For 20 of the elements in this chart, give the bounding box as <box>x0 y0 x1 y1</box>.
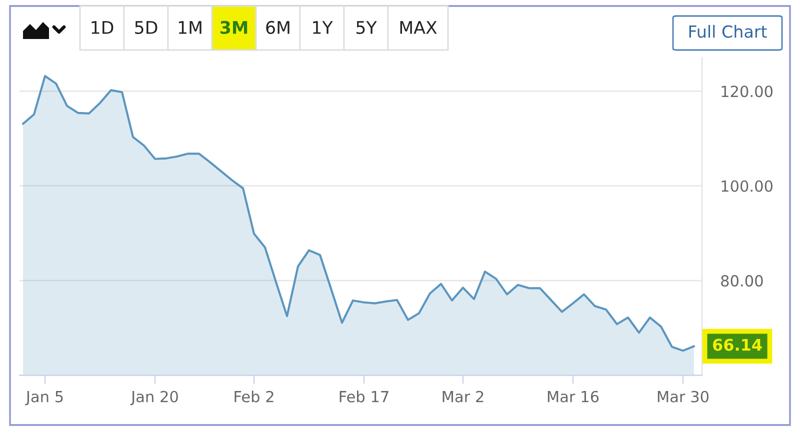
x-tick-label: Feb 2 <box>234 390 274 402</box>
y-tick-label: 80.00 <box>721 275 763 287</box>
x-tick-label: Mar 16 <box>548 390 599 402</box>
text: MAX <box>400 21 437 34</box>
x-tick-label: Feb 17 <box>340 390 388 402</box>
x-tick-label: Mar 30 <box>658 390 709 402</box>
text: 5D <box>135 21 158 34</box>
text: 1D <box>92 21 114 34</box>
text: Full Chart <box>689 24 767 38</box>
text: 5Y <box>356 21 377 34</box>
text: 3M <box>220 20 248 34</box>
text: 1M <box>178 21 202 34</box>
x-tick-label: Jan 5 <box>25 391 63 406</box>
y-tick-label: 100.00 <box>722 180 772 192</box>
x-tick-label: Jan 20 <box>130 390 178 406</box>
text: 1Y <box>313 21 333 34</box>
data-label: 66.14 <box>713 338 762 351</box>
text: 6M <box>266 20 290 34</box>
x-tick-label: Mar 2 <box>442 390 484 402</box>
y-tick-label: 120.00 <box>722 86 772 98</box>
